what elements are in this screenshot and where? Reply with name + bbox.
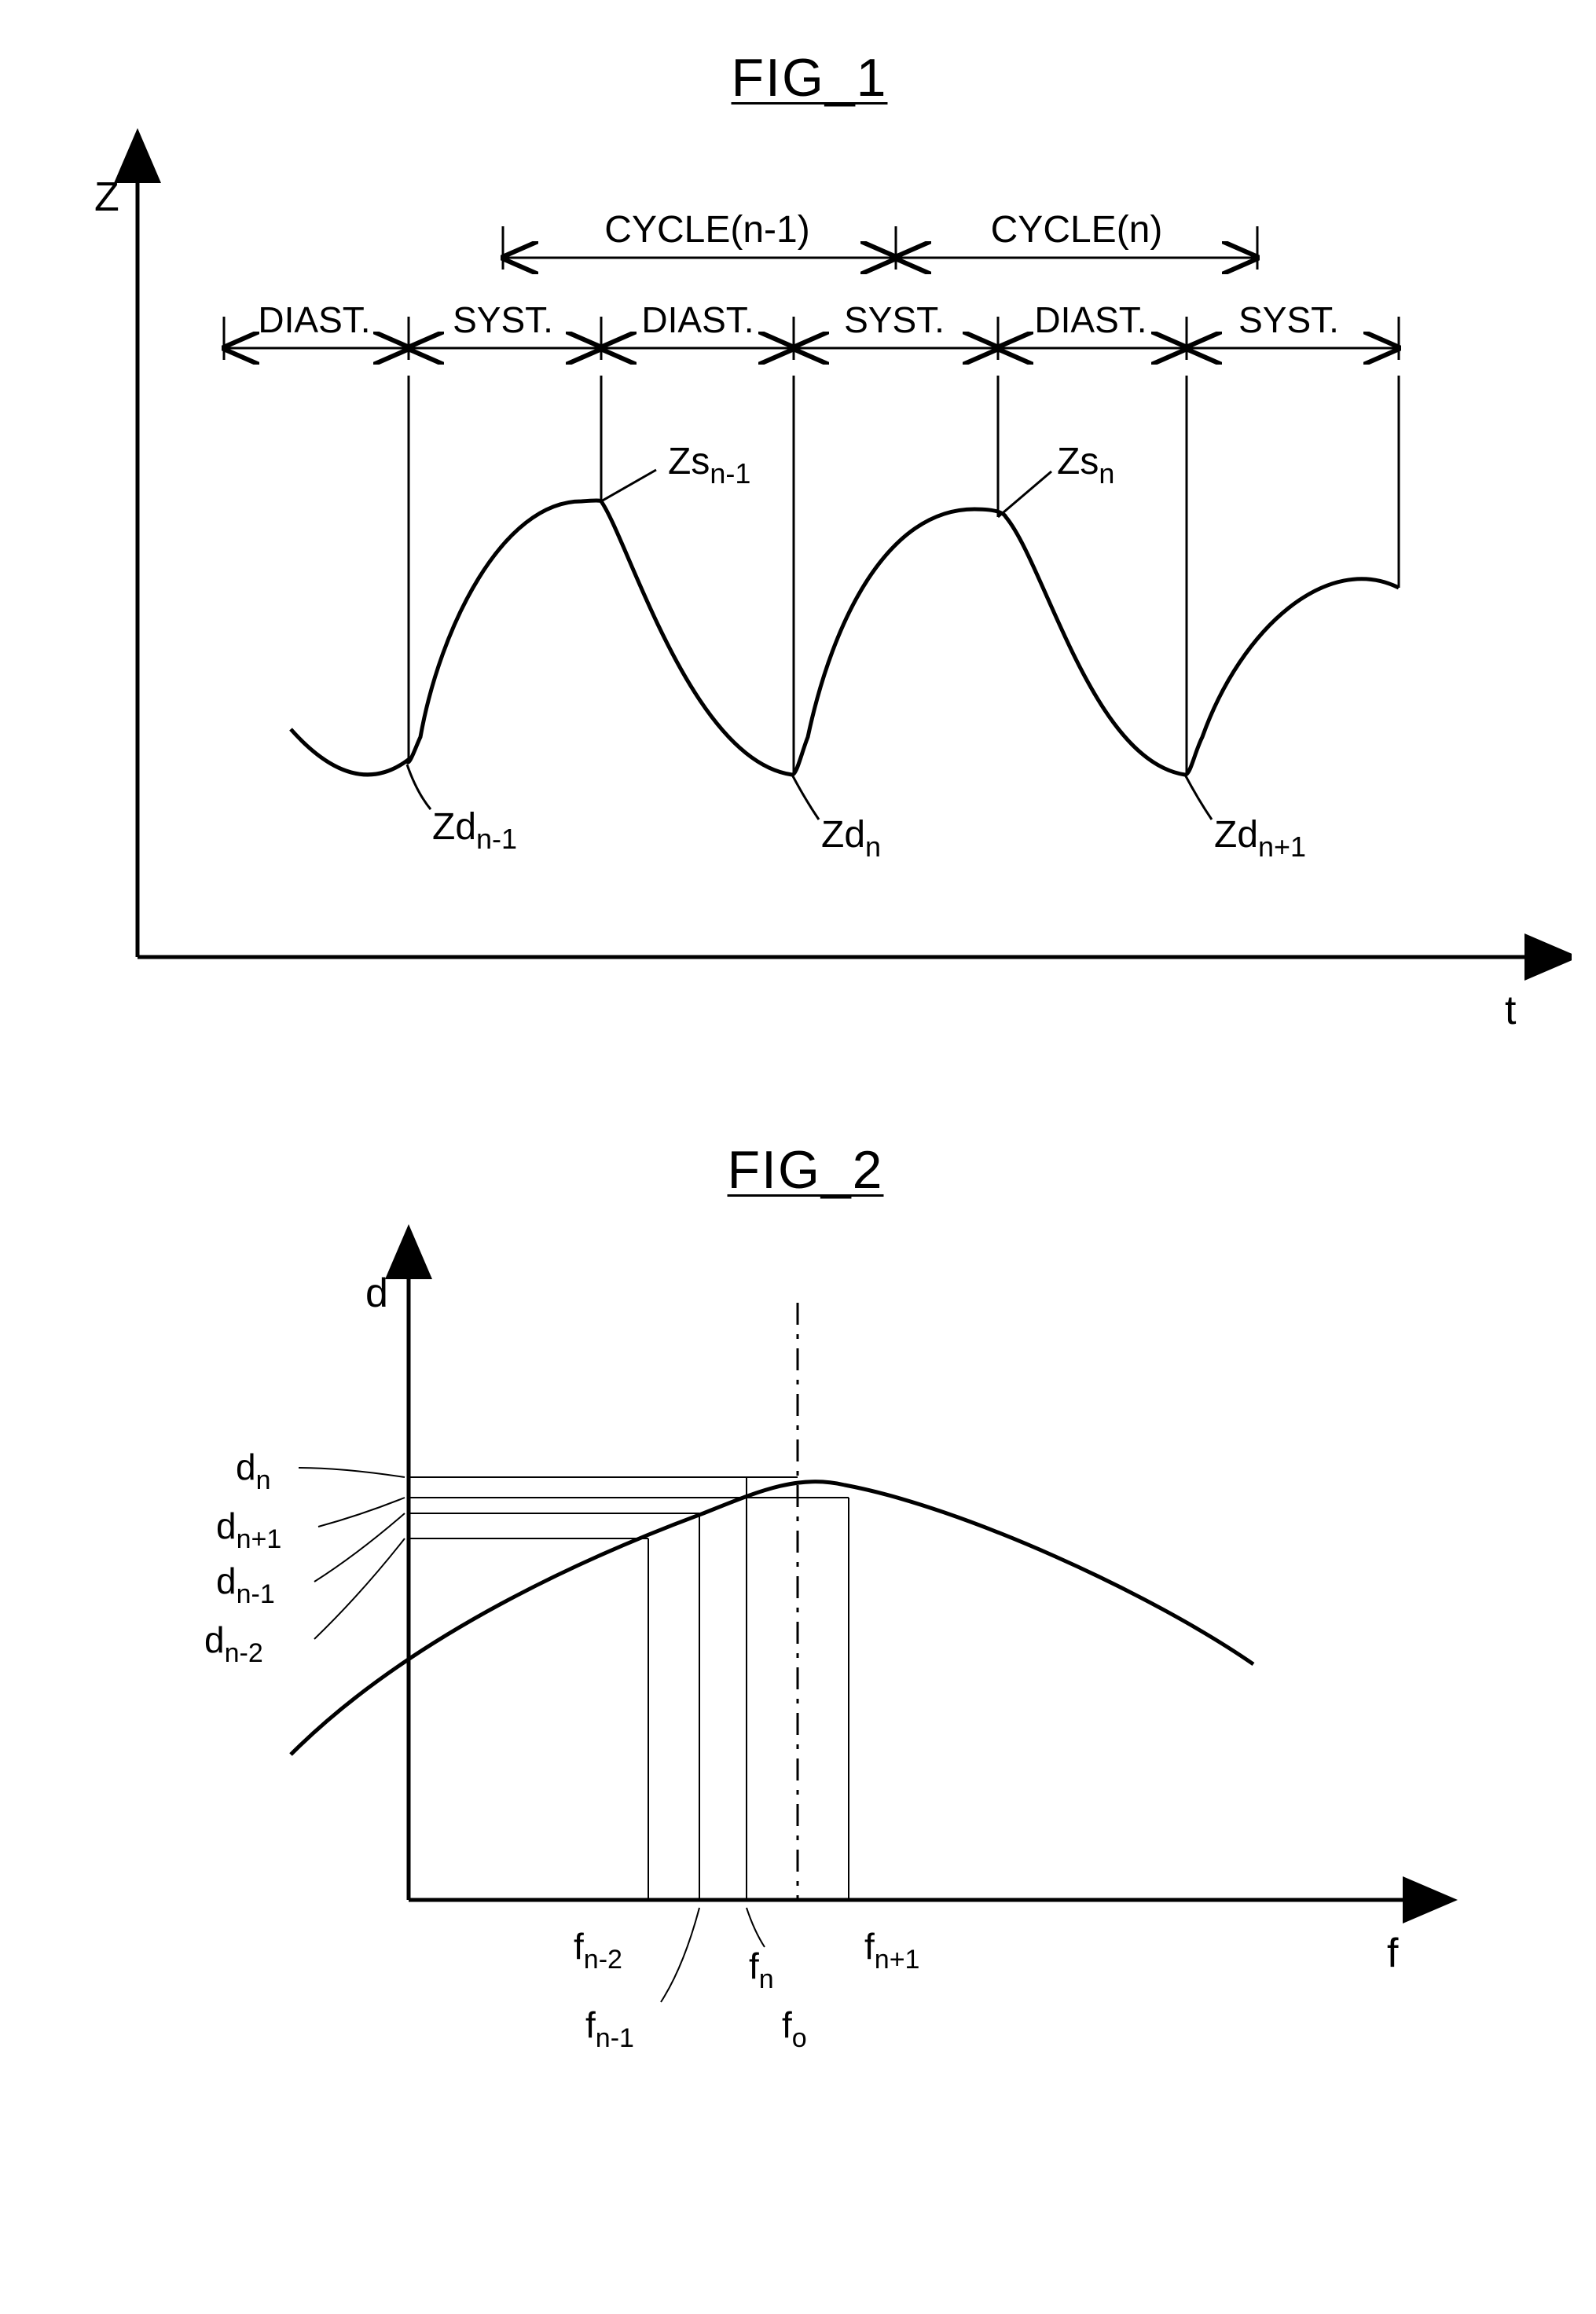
fig1-cycle-dims: CYCLE(n-1) CYCLE(n) (503, 209, 1257, 258)
cycle-label-1: CYCLE(n-1) (604, 209, 809, 251)
svg-text:fn+1: fn+1 (864, 1926, 919, 1975)
svg-text:fn: fn (749, 1945, 774, 1994)
figure-1: FIG_1 Z t CYCLE(n-1) CYCLE(n) (63, 47, 1572, 1036)
svg-text:Zsn-1: Zsn-1 (668, 441, 750, 490)
svg-text:SYST.: SYST. (453, 299, 553, 340)
svg-text:dn: dn (236, 1447, 271, 1495)
fig2-svg: d f dn dn+1 dn-1 dn- (138, 1224, 1489, 2096)
fig2-curve (291, 1482, 1253, 1755)
fig1-markers: Zsn-1 Zsn Zdn-1 Zdn Zdn+1 (407, 441, 1306, 863)
fig2-x-label: f (1387, 1931, 1399, 1976)
fig2-f-labels: fn-2 fn-1 fn fo fn+1 (574, 1908, 919, 2053)
fig1-x-label: t (1505, 988, 1517, 1033)
cycle-label-2: CYCLE(n) (991, 209, 1163, 251)
svg-text:DIAST.: DIAST. (641, 299, 754, 340)
svg-text:dn-1: dn-1 (216, 1560, 275, 1609)
svg-text:fo: fo (782, 2004, 807, 2053)
fig2-y-label: d (365, 1271, 388, 1316)
fig1-curve (291, 501, 1399, 775)
fig2-d-labels: dn dn+1 dn-1 dn-2 (204, 1447, 405, 1668)
fig1-title: FIG_1 (63, 47, 1556, 108)
fig2-title: FIG_2 (138, 1139, 1473, 1201)
fig1-dim-separators (224, 226, 1399, 360)
svg-text:fn-2: fn-2 (574, 1926, 622, 1975)
fig2-vlines (648, 1477, 849, 1900)
svg-text:SYST.: SYST. (1238, 299, 1339, 340)
svg-text:DIAST.: DIAST. (1034, 299, 1147, 340)
svg-text:DIAST.: DIAST. (258, 299, 370, 340)
svg-text:SYST.: SYST. (844, 299, 945, 340)
svg-text:dn-2: dn-2 (204, 1619, 263, 1668)
fig1-svg: Z t CYCLE(n-1) CYCLE(n) DIAST. SYST. DIA… (63, 116, 1572, 1036)
svg-text:fn-1: fn-1 (585, 2004, 634, 2053)
fig1-y-label: Z (94, 174, 119, 220)
svg-text:Zdn-1: Zdn-1 (432, 806, 517, 855)
fig1-phase-dims: DIAST. SYST. DIAST. SYST. DIAST. SYST. (224, 299, 1399, 348)
svg-text:Zsn: Zsn (1057, 441, 1114, 490)
fig1-vlines (409, 376, 1399, 775)
svg-text:Zdn: Zdn (821, 814, 881, 863)
svg-text:dn+1: dn+1 (216, 1505, 281, 1554)
svg-text:Zdn+1: Zdn+1 (1214, 814, 1306, 863)
figure-2: FIG_2 d f (138, 1139, 1489, 2096)
